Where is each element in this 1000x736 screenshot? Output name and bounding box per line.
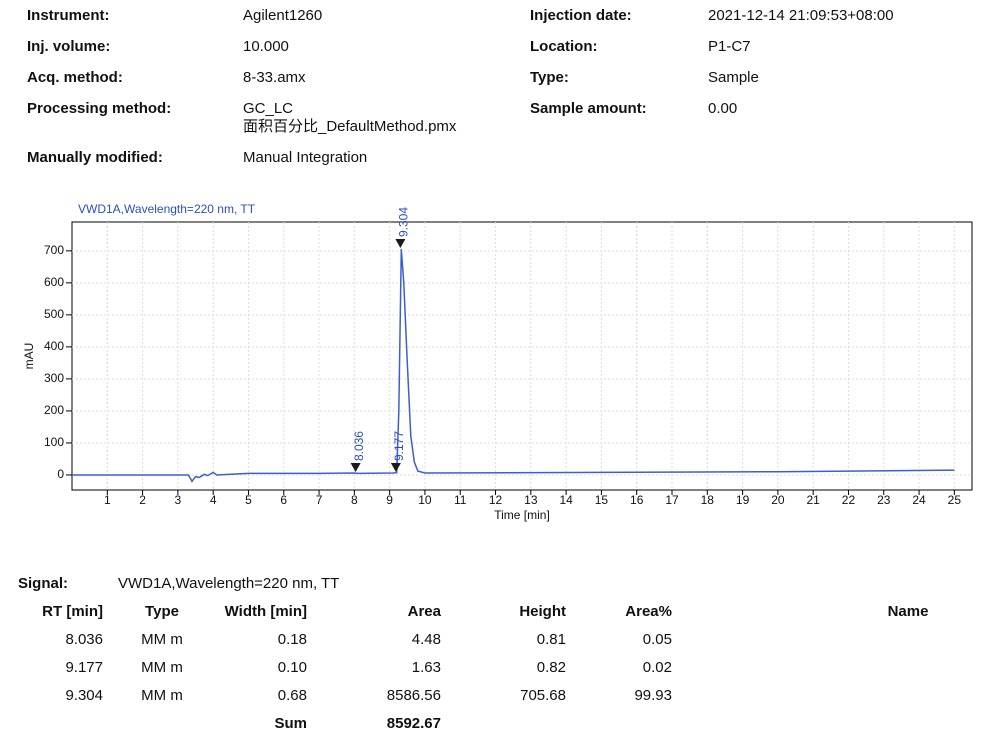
sum-area: 8592.67 xyxy=(387,715,441,732)
table-cell: 8.036 xyxy=(65,631,103,648)
x-tick-label: 19 xyxy=(736,493,750,507)
x-axis-label: Time [min] xyxy=(494,508,550,522)
x-tick-label: 18 xyxy=(701,493,715,507)
field-label: Manually modified: xyxy=(27,149,163,166)
x-tick-label: 21 xyxy=(806,493,820,507)
table-cell: MM m xyxy=(141,659,183,676)
x-tick-label: 5 xyxy=(245,493,252,507)
x-tick-label: 4 xyxy=(210,493,217,507)
field-value: GC_LC xyxy=(243,100,293,117)
column-header: Type xyxy=(145,603,179,620)
signal-value: VWD1A,Wavelength=220 nm, TT xyxy=(118,575,339,592)
column-header: RT [min] xyxy=(42,603,103,620)
peak-label: 8.036 xyxy=(352,431,366,461)
x-tick-label: 8 xyxy=(351,493,358,507)
x-tick-label: 16 xyxy=(630,493,644,507)
x-tick-label: 22 xyxy=(842,493,856,507)
table-cell: 0.68 xyxy=(278,687,307,704)
x-tick-label: 7 xyxy=(316,493,323,507)
field-label: Sample amount: xyxy=(530,100,647,117)
signal-label: Signal: xyxy=(18,575,68,592)
column-header: Area xyxy=(408,603,442,620)
signal-line xyxy=(72,248,955,483)
x-tick-label: 12 xyxy=(489,493,503,507)
x-tick-label: 13 xyxy=(524,493,538,507)
sum-label: Sum xyxy=(274,715,307,732)
peak-label: 9.177 xyxy=(392,431,406,461)
field-value: 0.00 xyxy=(708,100,737,117)
field-value: 8-33.amx xyxy=(243,69,306,86)
field-label: Inj. volume: xyxy=(27,38,110,55)
field-label: Injection date: xyxy=(530,7,632,24)
x-tick-label: 24 xyxy=(912,493,926,507)
plot-frame xyxy=(71,221,973,491)
x-tick-label: 25 xyxy=(948,493,962,507)
y-tick-label: 700 xyxy=(44,243,64,257)
table-cell: 0.18 xyxy=(278,631,307,648)
x-tick-label: 17 xyxy=(665,493,679,507)
column-header: Name xyxy=(888,603,929,620)
x-tick-label: 9 xyxy=(386,493,393,507)
y-tick-label: 500 xyxy=(44,307,64,321)
y-tick-label: 100 xyxy=(44,435,64,449)
field-value: Manual Integration xyxy=(243,149,367,166)
table-cell: 0.02 xyxy=(643,659,672,676)
table-cell: MM m xyxy=(141,687,183,704)
x-tick-label: 6 xyxy=(280,493,287,507)
table-cell: 4.48 xyxy=(412,631,441,648)
y-tick-label: 300 xyxy=(44,371,64,385)
peak-marker xyxy=(350,463,361,473)
x-tick-label: 15 xyxy=(595,493,609,507)
y-tick-label: 200 xyxy=(44,403,64,417)
x-tick-label: 20 xyxy=(771,493,785,507)
field-value: 2021-12-14 21:09:53+08:00 xyxy=(708,7,894,24)
field-value: 面积百分比_DefaultMethod.pmx xyxy=(243,118,457,135)
peak-marker xyxy=(390,463,401,473)
field-value: P1-C7 xyxy=(708,38,751,55)
y-tick-label: 600 xyxy=(44,275,64,289)
table-cell: 705.68 xyxy=(520,687,566,704)
column-header: Width [min] xyxy=(225,603,307,620)
x-tick-label: 14 xyxy=(559,493,573,507)
field-value: Sample xyxy=(708,69,759,86)
table-cell: 99.93 xyxy=(634,687,672,704)
table-cell: 0.82 xyxy=(537,659,566,676)
y-axis-label: mAU xyxy=(22,343,36,370)
table-cell: 9.177 xyxy=(65,659,103,676)
field-label: Instrument: xyxy=(27,7,110,24)
x-tick-label: 3 xyxy=(175,493,182,507)
x-tick-label: 11 xyxy=(454,493,467,507)
table-cell: 0.05 xyxy=(643,631,672,648)
peak-marker xyxy=(395,238,406,248)
field-label: Acq. method: xyxy=(27,69,123,86)
x-tick-label: 2 xyxy=(139,493,146,507)
peak-label: 9.304 xyxy=(397,207,411,237)
x-tick-label: 1 xyxy=(104,493,111,507)
field-value: 10.000 xyxy=(243,38,289,55)
field-value: Agilent1260 xyxy=(243,7,322,24)
column-header: Height xyxy=(519,603,566,620)
y-tick-label: 0 xyxy=(57,467,64,481)
field-label: Location: xyxy=(530,38,598,55)
x-tick-label: 10 xyxy=(418,493,432,507)
table-cell: 0.81 xyxy=(537,631,566,648)
chart-title: VWD1A,Wavelength=220 nm, TT xyxy=(78,202,256,216)
field-label: Processing method: xyxy=(27,100,171,117)
table-cell: MM m xyxy=(141,631,183,648)
table-cell: 8586.56 xyxy=(387,687,441,704)
x-tick-label: 23 xyxy=(877,493,891,507)
y-tick-label: 400 xyxy=(44,339,64,353)
column-header: Area% xyxy=(625,603,672,620)
table-cell: 1.63 xyxy=(412,659,441,676)
table-cell: 9.304 xyxy=(65,687,103,704)
field-label: Type: xyxy=(530,69,569,86)
table-cell: 0.10 xyxy=(278,659,307,676)
